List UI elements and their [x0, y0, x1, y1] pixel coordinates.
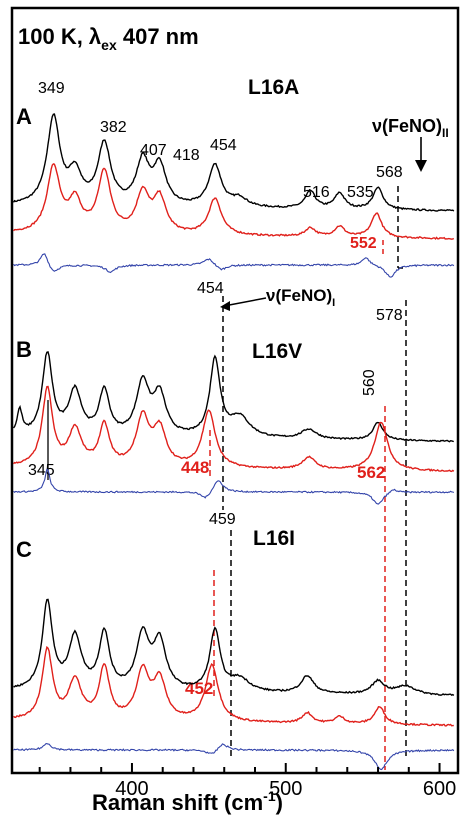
spectrum-b-3	[12, 350, 454, 443]
annotation-feno-ii: ν(FeNO)II	[372, 116, 449, 140]
panel-letter-c: C	[16, 537, 32, 562]
arrow-head-feno-i	[220, 301, 230, 311]
spectrum-c-7	[13, 645, 454, 727]
plot-frame	[10, 6, 460, 775]
spectrum-b-4	[13, 385, 455, 473]
spectrum-c-8	[13, 743, 455, 771]
spectra-traces	[12, 113, 455, 771]
peak-label-a-552: 552	[350, 235, 377, 252]
peak-label-a-407: 407	[140, 142, 167, 159]
peak-label-a-535: 535	[347, 184, 374, 201]
peak-label-a-418: 418	[173, 147, 200, 164]
x-tick-label-400: 400	[115, 778, 148, 800]
x-axis-ticks: 400 500 600	[38, 763, 456, 800]
spectrum-a-0	[12, 113, 455, 212]
peak-label-b-448: 448	[181, 458, 209, 477]
spectrum-a-2	[13, 253, 455, 278]
panel-letter-a: A	[16, 104, 32, 129]
peak-label-b-562: 562	[357, 463, 385, 482]
panel-name-c: L16I	[253, 527, 295, 550]
spectrum-c-6	[13, 598, 455, 697]
peak-label-b-454: 454	[197, 280, 224, 297]
annotation-feno-i: ν(FeNO)I	[266, 286, 335, 309]
x-tick-label-500: 500	[269, 778, 302, 800]
peak-label-a-516: 516	[303, 184, 330, 201]
arrow-head-feno-ii	[415, 160, 427, 172]
peak-label-a-382: 382	[100, 119, 127, 136]
peak-label-b-345: 345	[28, 462, 55, 479]
spectrum-b-5	[13, 468, 455, 505]
panel-letter-b: B	[16, 337, 32, 362]
x-axis-label: Raman shift (cm-1)	[92, 788, 283, 815]
panel-name-b: L16V	[252, 340, 302, 363]
peak-label-a-349: 349	[38, 80, 65, 97]
peak-label-a-568: 568	[376, 164, 403, 181]
header-condition: 100 K, λex 407 nm	[18, 24, 199, 53]
peak-label-b-578: 578	[376, 307, 403, 324]
peak-label-a-454: 454	[210, 137, 237, 154]
panel-name-a: L16A	[248, 76, 299, 99]
peak-label-c-459: 459	[209, 511, 236, 528]
arrow-feno-i	[223, 297, 267, 307]
spectrum-a-1	[13, 163, 455, 240]
peak-label-c-452: 452	[185, 679, 213, 698]
x-tick-label-600: 600	[423, 778, 456, 800]
peak-label-b-560: 560	[361, 369, 378, 396]
